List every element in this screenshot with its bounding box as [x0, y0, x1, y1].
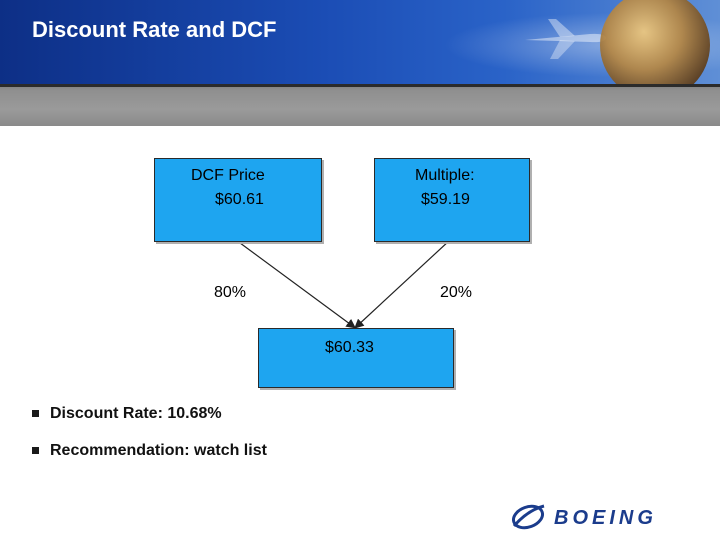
bullet-text: Discount Rate: 10.68% — [50, 405, 222, 422]
multiple-price-box: Multiple: $59.19 — [374, 158, 530, 242]
slide-header: Discount Rate and DCF — [0, 0, 720, 84]
multiple-box-label: Multiple: — [415, 167, 475, 184]
blended-price-value: $60.33 — [325, 339, 374, 356]
bullet-text: Recommendation: watch list — [50, 442, 267, 459]
dcf-weight-label: 80% — [214, 284, 247, 301]
arrow-from-dcf — [235, 239, 356, 329]
airplane-icon — [525, 19, 606, 59]
bullet-list: Discount Rate: 10.68% Recommendation: wa… — [30, 404, 267, 478]
slide-title: Discount Rate and DCF — [32, 17, 277, 42]
arrow-from-multiple — [354, 239, 451, 329]
globe-icon — [600, 0, 710, 84]
dcf-box-value: $60.61 — [215, 191, 264, 208]
blended-price-box: $60.33 — [258, 328, 454, 388]
bullet-square-icon — [32, 447, 39, 454]
header-divider-bar — [0, 84, 720, 126]
boeing-logo-text: BOEING — [554, 507, 657, 529]
bullet-discount-rate: Discount Rate: 10.68% — [30, 404, 267, 441]
multiple-weight-label: 20% — [440, 284, 473, 301]
bullet-square-icon — [32, 410, 39, 417]
boeing-logo-icon: BOEING — [511, 504, 657, 530]
dcf-box-label: DCF Price — [191, 167, 265, 184]
multiple-box-value: $59.19 — [421, 191, 470, 208]
dcf-price-box: DCF Price $60.61 — [154, 158, 322, 242]
bullet-recommendation: Recommendation: watch list — [30, 441, 267, 478]
